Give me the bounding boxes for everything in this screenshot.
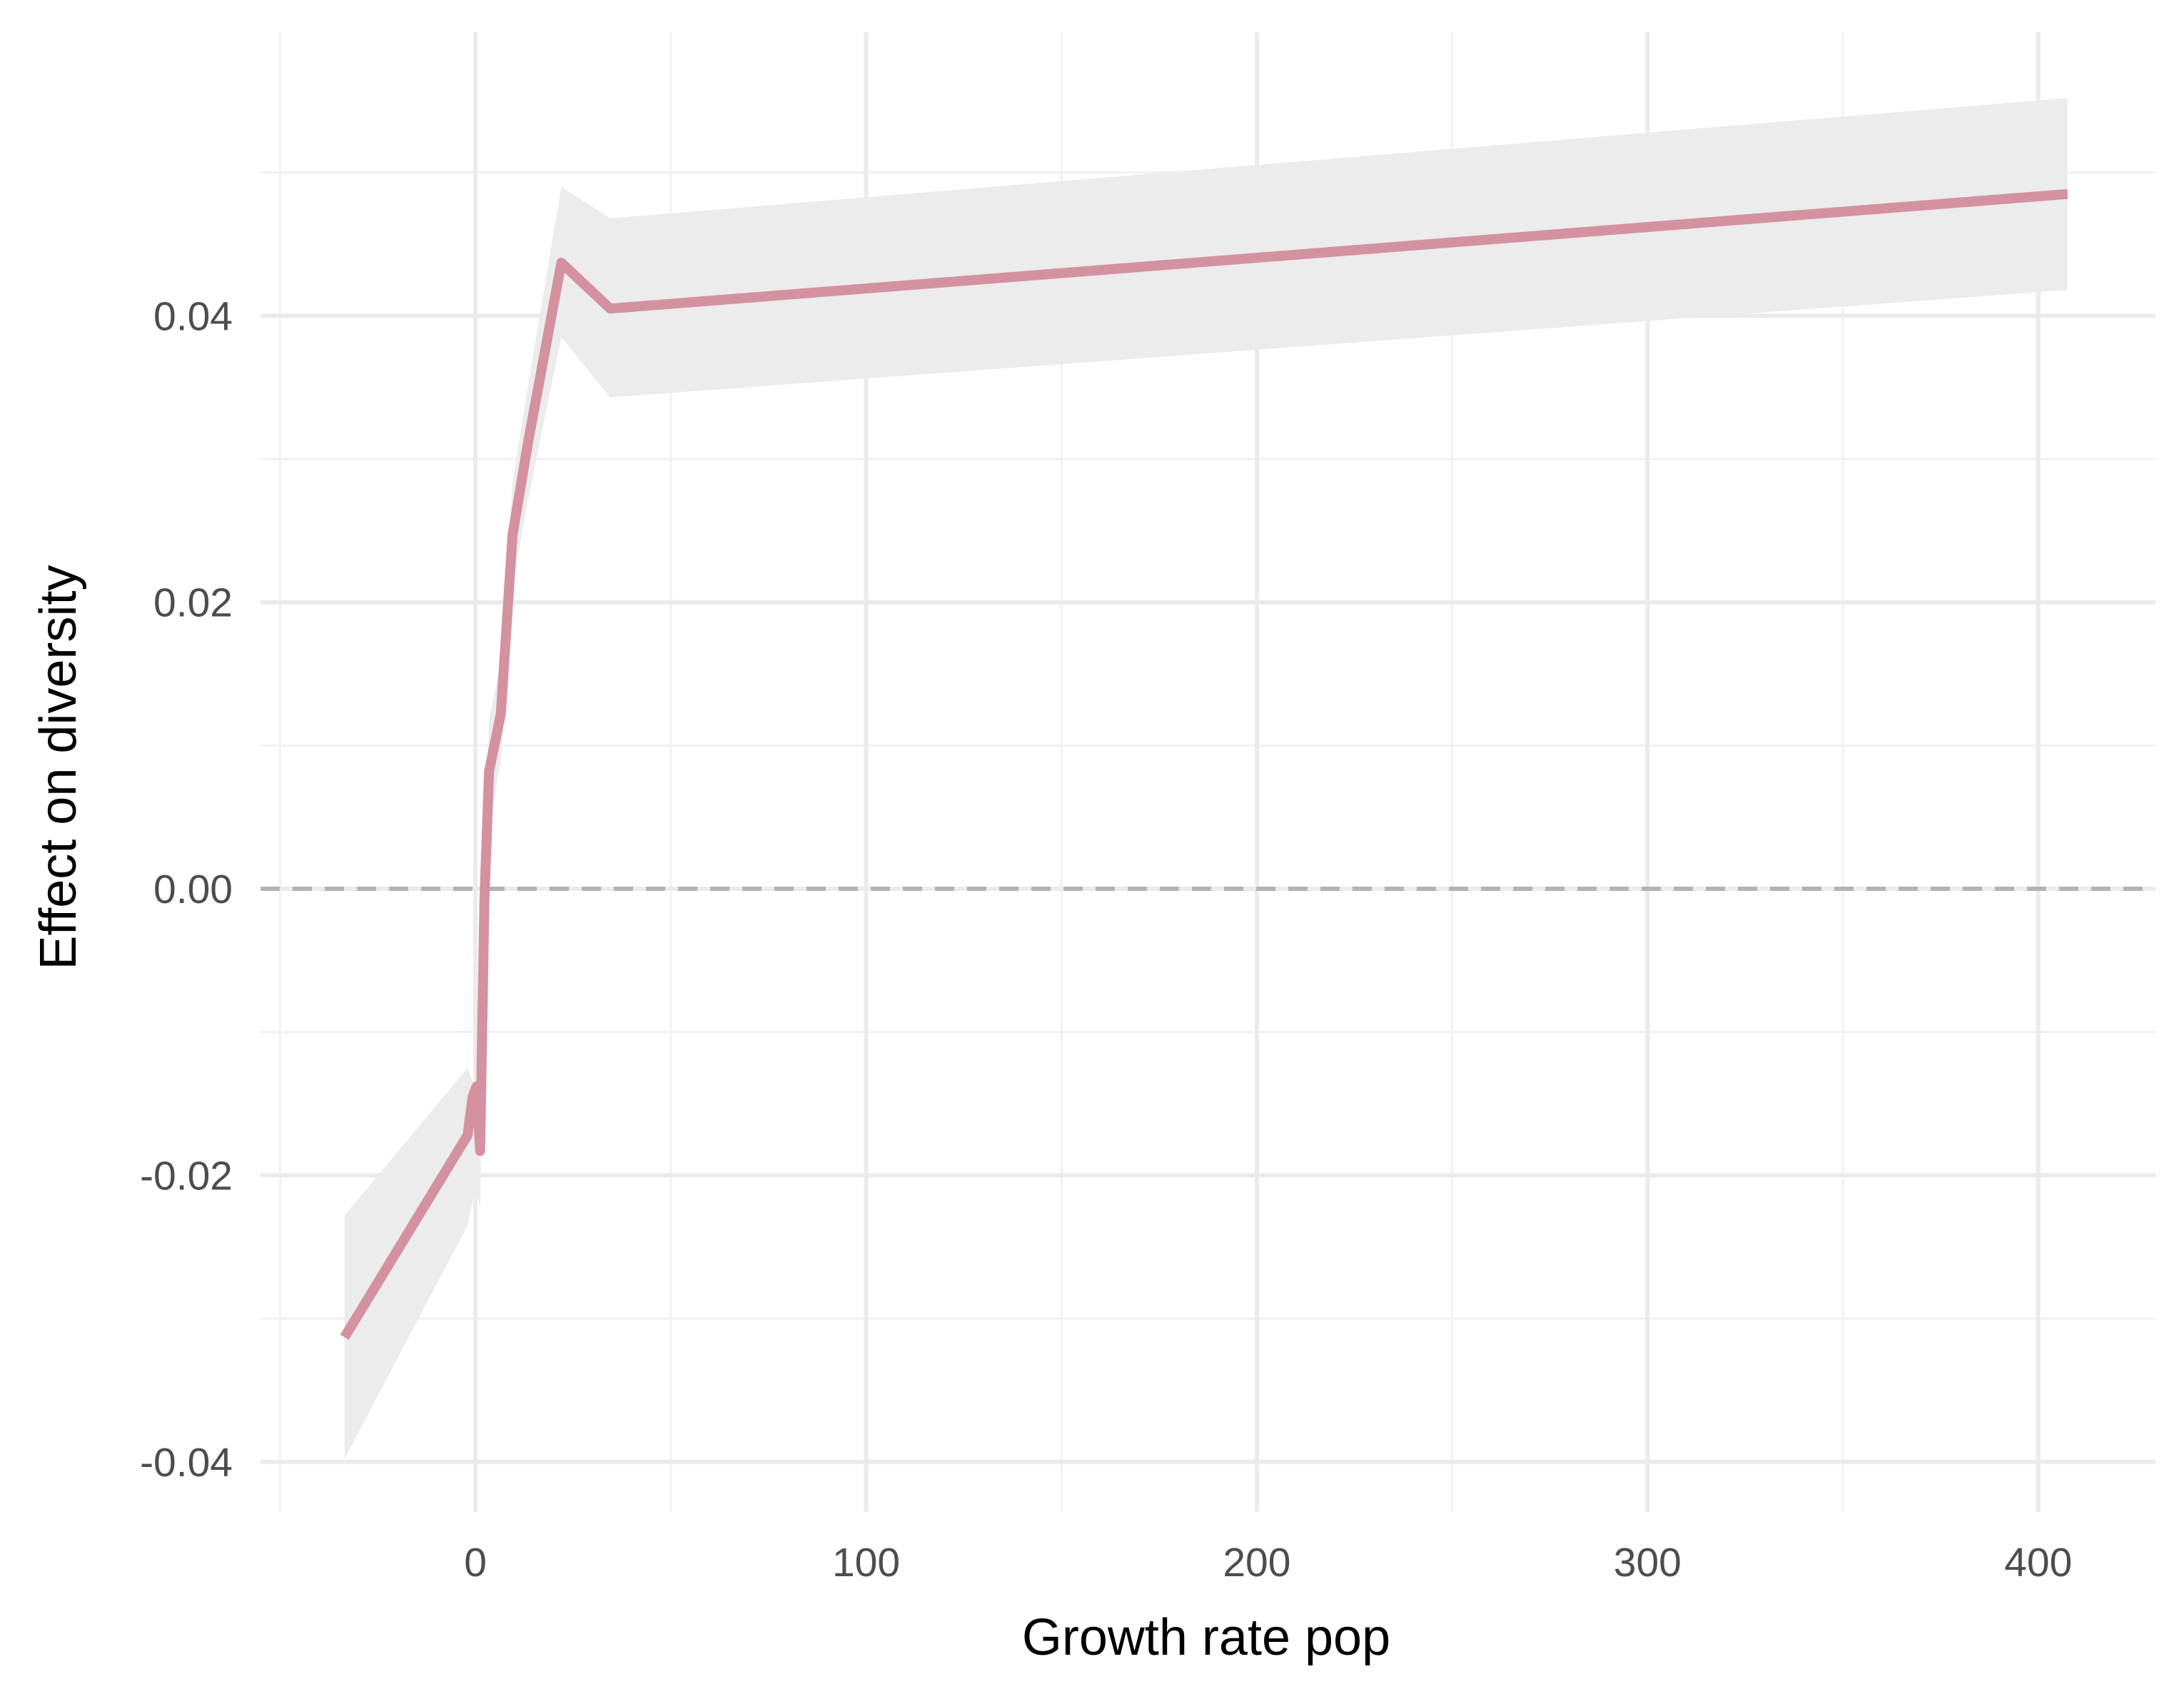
effect-line — [340, 188, 2068, 1340]
x-axis-title: Growth rate pop — [1022, 1609, 1390, 1666]
y-tick-label-0: -0.04 — [140, 1440, 233, 1486]
confidence-band-layer — [344, 98, 2068, 1459]
major-gridlines — [261, 32, 2155, 1512]
y-tick-label-2: 0.00 — [153, 867, 233, 912]
x-tick-label-3: 300 — [1614, 1540, 1682, 1585]
x-tick-label-4: 400 — [2004, 1540, 2072, 1585]
x-tick-label-2: 200 — [1223, 1540, 1290, 1585]
y-tick-label-4: 0.04 — [153, 293, 233, 339]
y-tick-label-3: 0.02 — [153, 580, 233, 626]
confidence-band — [344, 98, 2068, 1459]
y-axis-title: Effect on diversity — [30, 565, 87, 970]
y-axis-tick-labels: -0.04 -0.02 0.00 0.02 0.04 — [140, 293, 233, 1485]
x-axis-tick-labels: 0 100 200 300 400 — [464, 1540, 2072, 1585]
x-tick-label-1: 100 — [832, 1540, 900, 1585]
y-tick-label-1: -0.02 — [140, 1153, 233, 1199]
series-line-layer — [340, 188, 2068, 1340]
x-tick-label-0: 0 — [464, 1540, 487, 1585]
